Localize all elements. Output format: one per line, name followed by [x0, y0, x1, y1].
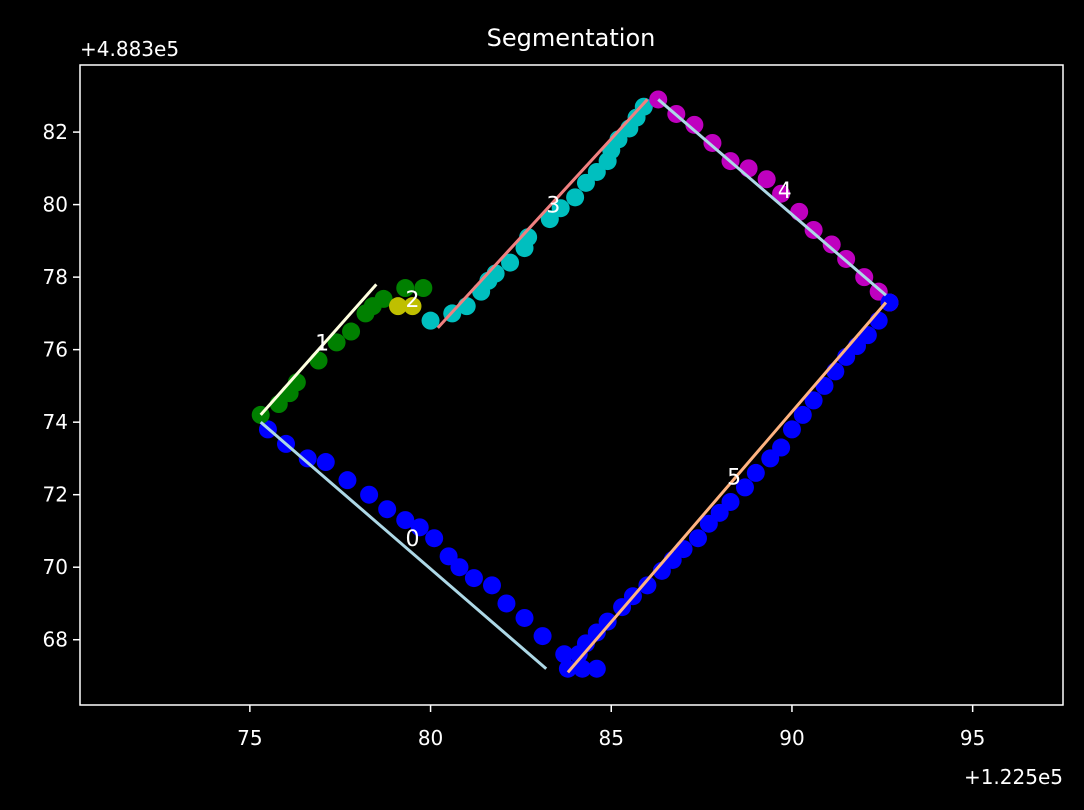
- y-tick-label: 78: [43, 265, 68, 289]
- segment-1-point: [396, 279, 415, 298]
- segment-0-point: [450, 558, 469, 577]
- segment-3-point: [551, 199, 570, 218]
- segment-0-point: [515, 608, 534, 627]
- segment-3-fit-line: [436, 98, 649, 329]
- segment-5-point: [674, 540, 693, 559]
- segment-3-point: [566, 188, 585, 207]
- segment-1-fit-line: [259, 283, 378, 416]
- segment-3-point: [501, 253, 520, 272]
- segment-0-point: [360, 485, 379, 504]
- segment-4-point: [757, 170, 776, 189]
- segment-5-point: [598, 612, 617, 631]
- segment-0-label: 0: [405, 527, 419, 552]
- segment-4-fit-line: [657, 98, 887, 297]
- x-tick-label: 90: [779, 726, 804, 750]
- segment-1-point: [342, 322, 361, 341]
- fit-lines-layer: [259, 98, 888, 674]
- segment-5-label: 5: [727, 466, 741, 491]
- segment-0-point: [587, 659, 606, 678]
- y-tick-label: 80: [43, 193, 68, 217]
- x-axis: 75 80 85 90 95: [237, 705, 985, 750]
- segment-3-point: [421, 311, 440, 330]
- x-tick-label: 95: [960, 726, 985, 750]
- segment-5-point: [638, 576, 657, 595]
- segment-1-label: 1: [315, 331, 329, 356]
- segment-5-point: [804, 391, 823, 410]
- segment-5-point: [558, 659, 577, 678]
- segment-0-point: [298, 449, 317, 468]
- segment-0-point: [555, 645, 574, 664]
- segment-0-point: [533, 627, 552, 646]
- segment-1-point: [374, 289, 393, 308]
- segment-3-label: 3: [546, 194, 560, 219]
- segment-0-point: [497, 594, 516, 613]
- segment-2-point: [403, 297, 422, 316]
- segment-0-point: [573, 659, 592, 678]
- segment-4-point: [685, 115, 704, 134]
- segment-4-point: [804, 220, 823, 239]
- x-tick-label: 80: [418, 726, 443, 750]
- segment-3-point: [457, 297, 476, 316]
- segment-0-point: [425, 529, 444, 548]
- segment-0-point: [482, 576, 501, 595]
- segment-5-point: [793, 405, 812, 424]
- segment-1-point: [327, 333, 346, 352]
- segment-5-fit-line: [566, 301, 888, 674]
- segment-1-point: [414, 279, 433, 298]
- segment-5-point: [746, 463, 765, 482]
- segment-4-point: [703, 133, 722, 152]
- segment-4-point: [772, 184, 791, 203]
- y-tick-label: 70: [43, 555, 68, 579]
- segment-5-point: [782, 420, 801, 439]
- segment-5-point: [826, 362, 845, 381]
- x-tick-label: 75: [237, 726, 262, 750]
- x-offset-label: +1.225e5: [964, 765, 1063, 789]
- segment-4-label: 4: [778, 179, 792, 204]
- segment-4-point: [822, 235, 841, 254]
- segment-5-point: [735, 478, 754, 497]
- y-tick-label: 76: [43, 338, 68, 362]
- segment-0-point: [316, 453, 335, 472]
- segment-5-point: [880, 293, 899, 312]
- segment-0-point: [464, 569, 483, 588]
- x-tick-label: 85: [599, 726, 624, 750]
- chart-title: Segmentation: [487, 24, 656, 52]
- plot-area: [79, 64, 1064, 706]
- segment-4-point: [739, 159, 758, 178]
- segment-3-point: [634, 97, 653, 116]
- y-offset-label: +4.883e5: [80, 37, 179, 61]
- segment-0-point: [396, 511, 415, 530]
- segment-2-label: 2: [405, 288, 419, 313]
- segment-5-point: [772, 438, 791, 457]
- y-tick-label: 74: [43, 410, 68, 434]
- segment-labels-layer: 0 1 2 3 4 5: [315, 179, 792, 552]
- y-tick-label: 82: [43, 120, 68, 144]
- segment-4-point: [790, 202, 809, 221]
- y-axis: 68 70 72 74 76 78 80 82: [43, 120, 80, 652]
- segment-5-point: [721, 492, 740, 511]
- segment-0-point: [338, 471, 357, 490]
- segment-0-point: [410, 518, 429, 537]
- segment-0-fit-line: [259, 421, 548, 670]
- segment-0-point: [378, 500, 397, 519]
- segment-2-point: [389, 297, 408, 316]
- segment-5-point: [688, 529, 707, 548]
- y-tick-label: 68: [43, 628, 68, 652]
- y-tick-label: 72: [43, 483, 68, 507]
- segment-5-point: [869, 311, 888, 330]
